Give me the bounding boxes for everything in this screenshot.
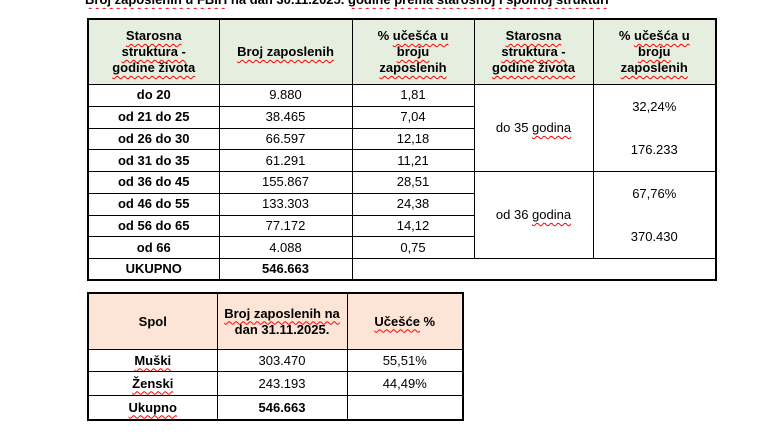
age-group-label: do 35 godina [473, 84, 594, 172]
age-group-label: od 36 godina [473, 171, 594, 259]
clipped-heading-line: Broj zaposlenih u FBiH na dan 30.11.2025… [85, 0, 775, 9]
gender-pct: 55,51% [346, 349, 464, 372]
share-pct-sign: % [419, 313, 436, 329]
gender-count: 303.470 [216, 349, 348, 372]
age-row: od 56 do 65 77.172 14,12 [87, 214, 716, 238]
age-row: od 21 do 25 38.465 7,04 [87, 105, 716, 129]
header-pct-share-group: % učešća u broju zaposlenih [592, 18, 717, 85]
share-word-misspelled: Učešće [374, 313, 420, 329]
pct-words: učešća u broju zaposlenih [379, 28, 449, 75]
employee-count: 133.303 [218, 192, 353, 216]
age-table-header-row: Starosna struktura - godine života Broj … [87, 18, 717, 85]
pct-share: 11,21 [351, 149, 475, 172]
pct-sign: % [377, 28, 393, 43]
employee-count: 66.597 [218, 127, 353, 151]
group-label-text: do 35 [495, 120, 533, 135]
pct-share: 14,12 [351, 214, 475, 238]
heading-misspelled-start: Broj zaposlenih u FBiH [85, 0, 227, 7]
age-group-values: 32,24% 176.233 [592, 84, 717, 172]
age-range: do 20 [87, 84, 220, 107]
pct-share: 24,38 [351, 192, 475, 216]
age-range: od 66 [87, 236, 220, 259]
header-employee-count: Broj zaposlenih [218, 18, 353, 85]
employee-count: 9.880 [218, 84, 353, 107]
employee-count: 155.867 [218, 171, 353, 194]
group-label-text: od 36 [495, 207, 533, 222]
count-date-text: dan 31.11.2025. [234, 321, 330, 337]
age-row: od 66 4.088 0,75 [87, 236, 716, 259]
total-count: 546.663 [218, 258, 353, 281]
group-count: 176.233 [630, 141, 678, 157]
age-range: od 31 do 35 [87, 149, 220, 172]
age-row: od 36 do 45 155.867 28,51 od 36 godina 6… [87, 171, 717, 259]
employee-count: 38.465 [218, 105, 353, 129]
group-label-misspelled: godina [532, 120, 572, 135]
gender-row: Ženski 243.193 44,49% [87, 371, 464, 396]
total-empty-cell [351, 258, 717, 281]
age-range: od 21 do 25 [87, 105, 220, 129]
gender-pct: 44,49% [346, 371, 464, 396]
employee-count: 61.291 [218, 149, 353, 172]
age-range: od 36 do 45 [87, 171, 220, 194]
age-structure-table: Starosna struktura - godine života Broj … [87, 18, 717, 281]
gender-name: Muški [87, 349, 218, 372]
header-gender: Spol [87, 292, 218, 350]
group-pct: 67,76% [632, 185, 677, 201]
pct-share: 28,51 [351, 171, 475, 194]
age-row: do 20 9.880 1,81 do 35 godina 32,24% 176… [87, 84, 717, 172]
pct-sign: % [618, 28, 634, 43]
total-empty-cell [346, 395, 464, 421]
group-count: 370.430 [630, 228, 678, 244]
gender-count: 243.193 [216, 371, 348, 396]
age-range: od 26 do 30 [87, 127, 220, 151]
age-total-row: UKUPNO 546.663 [87, 258, 717, 281]
age-row: od 46 do 55 133.303 24,38 [87, 192, 716, 216]
total-label: UKUPNO [87, 258, 220, 281]
total-label: Ukupno [87, 395, 218, 421]
gender-table: Spol Broj zaposlenih na dan 31.11.2025. … [87, 292, 464, 421]
heading-misspelled-end: godine prema starosnoj i spolnoj struktu… [348, 0, 609, 7]
employee-count: 77.172 [218, 214, 353, 238]
age-range: od 46 do 55 [87, 192, 220, 216]
age-group-values: 67,76% 370.430 [592, 171, 717, 259]
header-count-on-date: Broj zaposlenih na dan 31.11.2025. [216, 292, 348, 350]
gender-table-header-row: Spol Broj zaposlenih na dan 31.11.2025. … [87, 292, 464, 350]
heading-text: Broj zaposlenih u FBiH na dan 30.11.2025… [85, 0, 775, 8]
count-words-misspelled: Broj zaposlenih na [224, 305, 340, 321]
pct-share: 7,04 [351, 105, 475, 129]
header-age-structure-group: Starosna struktura - godine života [473, 18, 594, 85]
employee-count: 4.088 [218, 236, 353, 259]
header-pct-share: % učešća u broju zaposlenih [351, 18, 475, 85]
group-label-misspelled: godina [532, 207, 572, 222]
age-range: od 56 do 65 [87, 214, 220, 238]
gender-total-row: Ukupno 546.663 [87, 395, 464, 421]
total-count: 546.663 [216, 395, 348, 421]
gender-row: Muški 303.470 55,51% [87, 349, 464, 372]
pct-words: učešća u broju zaposlenih [620, 28, 690, 75]
header-share-pct: Učešće % [346, 292, 464, 350]
pct-share: 0,75 [351, 236, 475, 259]
pct-share: 12,18 [351, 127, 475, 151]
pct-share: 1,81 [351, 84, 475, 107]
heading-date-text: na dan 30.11.2025. [227, 0, 348, 7]
age-row: od 26 do 30 66.597 12,18 [87, 127, 716, 151]
header-age-structure: Starosna struktura - godine života [87, 18, 220, 85]
group-pct: 32,24% [632, 98, 677, 114]
gender-name: Ženski [87, 371, 218, 396]
